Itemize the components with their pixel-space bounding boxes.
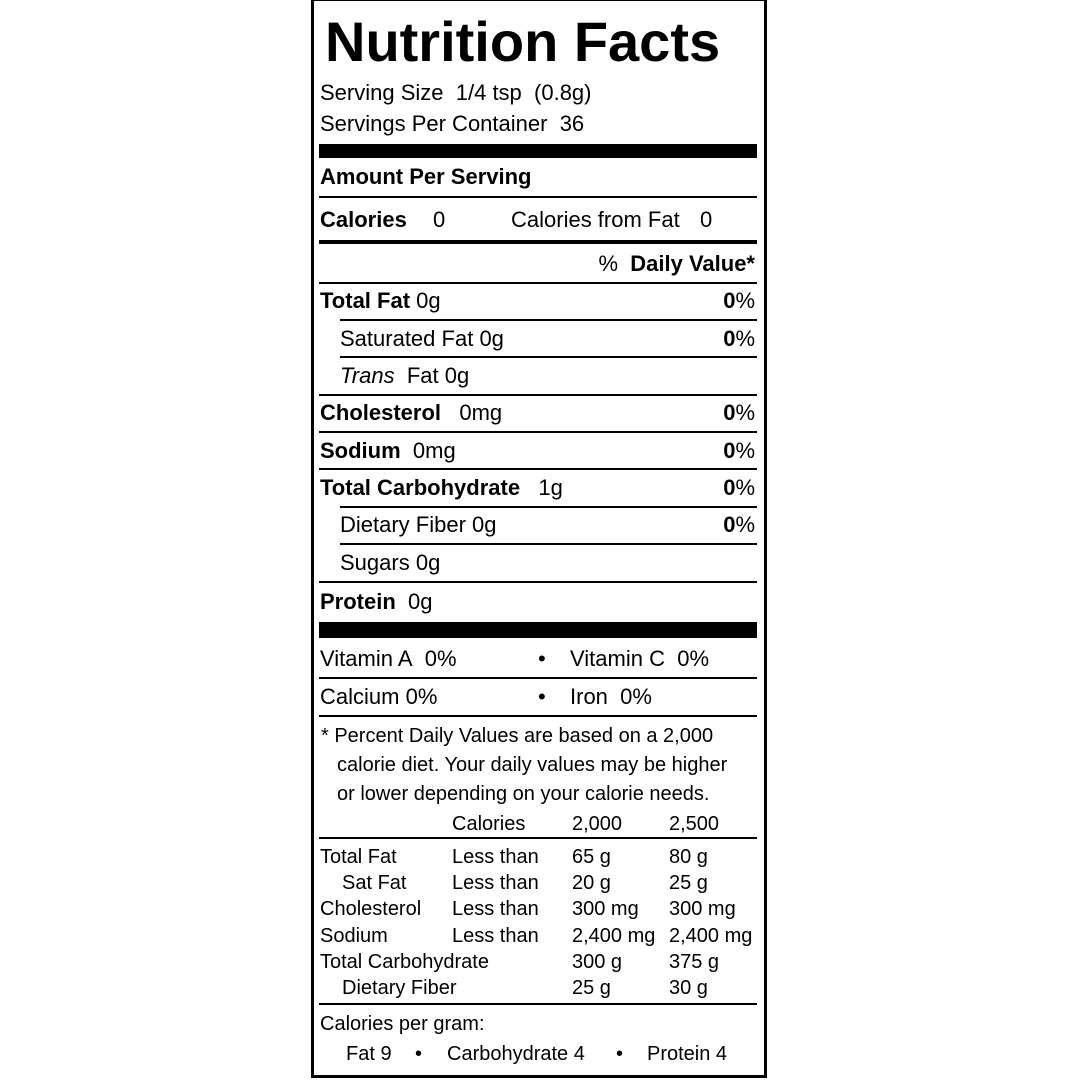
table-cell: Sat Fat — [342, 872, 407, 894]
table-cell: Sodium — [320, 925, 388, 947]
daily-value-header: % Daily Value* — [598, 251, 755, 276]
divider — [340, 319, 757, 321]
divider — [319, 282, 757, 284]
footnote-line: calorie diet. Your daily values may be h… — [337, 754, 728, 776]
serving-size-value: 1/4 tsp (0.8g) — [455, 80, 592, 105]
calories-per-gram-label: Calories per gram: — [320, 1013, 485, 1035]
bullet: • — [616, 1043, 624, 1065]
table-cell: Total Carbohydrate — [320, 951, 489, 973]
servings-per-container: Servings Per Container 36 — [320, 111, 584, 137]
table-header-2500: 2,500 — [669, 813, 720, 835]
nutrient-trans-fat: Trans Fat 0g — [340, 363, 470, 388]
nutrient-sugars: Sugars 0g — [340, 550, 441, 575]
vitamin-c: Vitamin C 0% — [570, 646, 709, 671]
divider — [340, 356, 757, 358]
table-cell: Less than — [452, 925, 539, 947]
amount-per-serving: Amount Per Serving — [320, 164, 532, 189]
thick-divider — [319, 144, 757, 158]
nutrient-sodium: Sodium 0mg — [320, 438, 456, 463]
table-cell: 25 g — [572, 977, 611, 999]
calories-per-gram-protein: Protein 4 — [647, 1043, 728, 1065]
bullet: • — [538, 646, 546, 671]
table-header-2000: 2,000 — [572, 813, 623, 835]
footnote-line: * Percent Daily Values are based on a 2,… — [321, 725, 714, 747]
servings-label: Servings Per Container — [320, 111, 548, 136]
nutrition-label — [311, 0, 767, 1078]
calories-per-gram-carb: Carbohydrate 4 — [447, 1043, 585, 1065]
table-cell: 30 g — [669, 977, 708, 999]
divider — [319, 394, 757, 396]
table-cell: 300 mg — [669, 898, 736, 920]
calories-from-fat-value: 0 — [700, 207, 713, 232]
table-cell: Total Fat — [320, 846, 397, 868]
table-cell: 65 g — [572, 846, 611, 868]
table-cell: Less than — [452, 846, 539, 868]
table-cell: Dietary Fiber — [342, 977, 457, 999]
divider — [340, 543, 757, 545]
divider — [319, 431, 757, 433]
table-cell: 300 g — [572, 951, 623, 973]
nutrient-dietary-fiber: Dietary Fiber 0g — [340, 512, 497, 537]
divider — [319, 196, 757, 198]
table-cell: Less than — [452, 898, 539, 920]
table-header-calories: Calories — [452, 813, 526, 835]
thick-divider — [319, 622, 757, 638]
dv-cholesterol: 0% — [723, 400, 755, 425]
table-cell: 375 g — [669, 951, 720, 973]
table-cell: 2,400 mg — [669, 925, 753, 947]
table-cell: 20 g — [572, 872, 611, 894]
serving-size-label: Serving Size — [320, 80, 444, 105]
iron: Iron 0% — [570, 684, 652, 709]
medium-divider — [319, 240, 757, 244]
nutrient-total-fat: Total Fat 0g — [320, 288, 441, 313]
footnote-line: or lower depending on your calorie needs… — [337, 783, 710, 805]
nutrient-saturated-fat: Saturated Fat 0g — [340, 326, 504, 351]
divider — [319, 715, 757, 717]
dv-sodium: 0% — [723, 438, 755, 463]
calcium: Calcium 0% — [320, 684, 438, 709]
dv-total-fat: 0% — [723, 288, 755, 313]
table-cell: 25 g — [669, 872, 708, 894]
calories-value: 0 — [433, 207, 446, 232]
table-cell: 2,400 mg — [572, 925, 656, 947]
serving-size: Serving Size 1/4 tsp (0.8g) — [320, 80, 592, 106]
divider — [319, 837, 757, 839]
table-cell: Cholesterol — [320, 898, 422, 920]
divider — [319, 468, 757, 470]
dv-total-carbohydrate: 0% — [723, 475, 755, 500]
calories-label: Calories — [320, 207, 407, 232]
divider — [319, 581, 757, 583]
nutrient-total-carbohydrate: Total Carbohydrate 1g — [320, 475, 563, 500]
table-cell: Less than — [452, 872, 539, 894]
title: Nutrition Facts — [325, 10, 721, 73]
table-cell: 300 mg — [572, 898, 639, 920]
divider — [319, 677, 757, 679]
vitamin-a: Vitamin A 0% — [320, 646, 457, 671]
bullet: • — [538, 684, 546, 709]
calories-from-fat-label: Calories from Fat — [511, 207, 680, 232]
calories-per-gram-fat: Fat 9 — [346, 1043, 392, 1065]
bullet: • — [415, 1043, 423, 1065]
dv-saturated-fat: 0% — [723, 326, 755, 351]
nutrient-cholesterol: Cholesterol 0mg — [320, 400, 503, 425]
dv-dietary-fiber: 0% — [723, 512, 755, 537]
divider — [319, 1003, 757, 1005]
divider — [340, 506, 757, 508]
servings-value: 36 — [559, 111, 585, 136]
nutrient-protein: Protein 0g — [320, 589, 433, 614]
table-cell: 80 g — [669, 846, 708, 868]
